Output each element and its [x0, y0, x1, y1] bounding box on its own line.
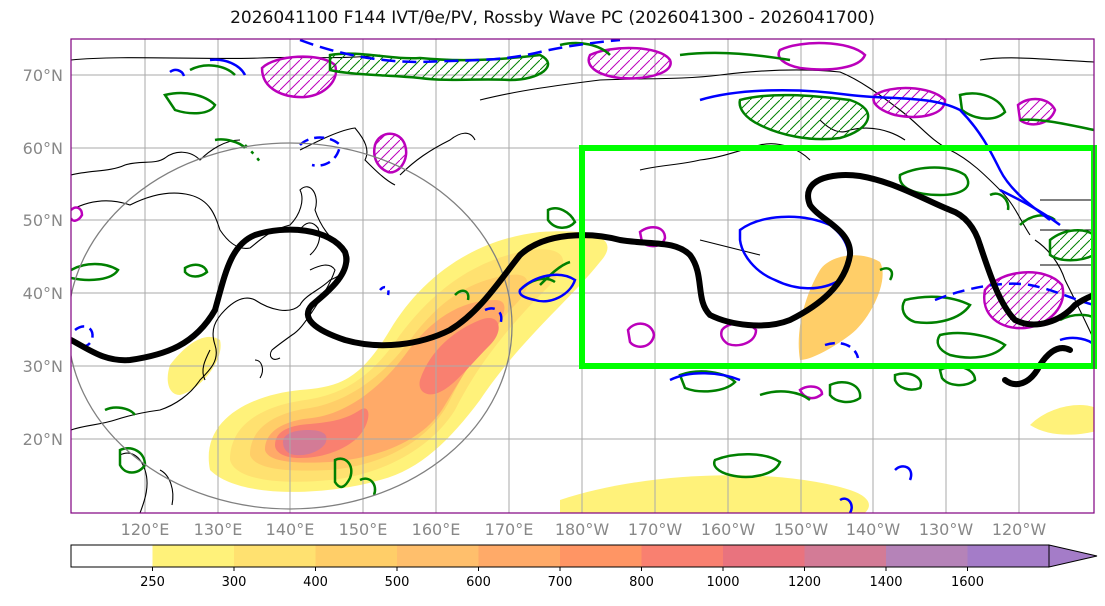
colorbar-tick-label: 1600	[951, 575, 984, 590]
longitude-labels: 120°E 130°E 140°E 150°E 160°E 170°E 180°…	[121, 520, 1047, 539]
colorbar-extend-arrow	[1048, 544, 1098, 568]
lon-label-170w: 170°W	[628, 520, 683, 539]
lat-label-20: 20°N	[23, 430, 63, 449]
lat-label-70: 70°N	[23, 66, 63, 85]
lat-label-30: 30°N	[23, 357, 63, 376]
chart-title: 2026041100 F144 IVT/θe/PV, Rossby Wave P…	[230, 8, 875, 28]
colorbar-tick-label: 400	[303, 575, 328, 590]
lon-label-130w: 130°W	[919, 520, 974, 539]
colorbar-swatch	[152, 545, 235, 567]
lon-label-170e: 170°E	[485, 520, 534, 539]
colorbar-swatch	[478, 545, 561, 567]
colorbar-swatch	[723, 545, 805, 567]
latitude-labels: 70°N 60°N 50°N 40°N 30°N 20°N	[23, 66, 63, 449]
lon-label-160w: 160°W	[701, 520, 756, 539]
lon-label-140w: 140°W	[846, 520, 901, 539]
map-border	[70, 38, 1095, 514]
lat-label-60: 60°N	[23, 139, 63, 158]
colorbar-swatch	[886, 545, 968, 567]
lon-label-120e: 120°E	[121, 520, 170, 539]
colorbar-tick-label: 1400	[869, 575, 902, 590]
colorbar-tick-label: 300	[222, 575, 247, 590]
colorbar-tick-label: 800	[629, 575, 654, 590]
lat-label-40: 40°N	[23, 284, 63, 303]
colorbar-swatch	[641, 545, 724, 567]
lon-label-180w: 180°W	[555, 520, 610, 539]
colorbar-swatch	[234, 545, 316, 567]
colorbar: 250 300 400 500 600 700 800 1000 1200 1400 1600	[70, 544, 1098, 590]
lon-label-120w: 120°W	[992, 520, 1047, 539]
lat-label-50: 50°N	[23, 211, 63, 230]
colorbar-swatch	[967, 545, 1050, 567]
colorbar-tick-label: 600	[466, 575, 491, 590]
colorbar-tick-label: 1200	[788, 575, 821, 590]
rossby-wave-contour	[71, 172, 1094, 364]
lon-label-150w: 150°W	[774, 520, 829, 539]
lon-label-160e: 160°E	[412, 520, 461, 539]
lon-label-140e: 140°E	[266, 520, 315, 539]
lon-label-130e: 130°E	[194, 520, 243, 539]
colorbar-swatch	[560, 545, 642, 567]
coastlines	[71, 54, 1094, 513]
colorbar-tick-label: 250	[140, 575, 165, 590]
colorbar-swatch	[397, 545, 479, 567]
colorbar-swatch	[315, 545, 398, 567]
colorbar-swatch	[804, 545, 887, 567]
rossby-wave-packet-outline	[71, 142, 513, 510]
colorbar-swatch	[71, 545, 153, 567]
colorbar-tick-label: 1000	[706, 575, 739, 590]
lon-label-150e: 150°E	[339, 520, 388, 539]
colorbar-tick-label: 700	[548, 575, 573, 590]
colorbar-tick-label: 500	[385, 575, 410, 590]
